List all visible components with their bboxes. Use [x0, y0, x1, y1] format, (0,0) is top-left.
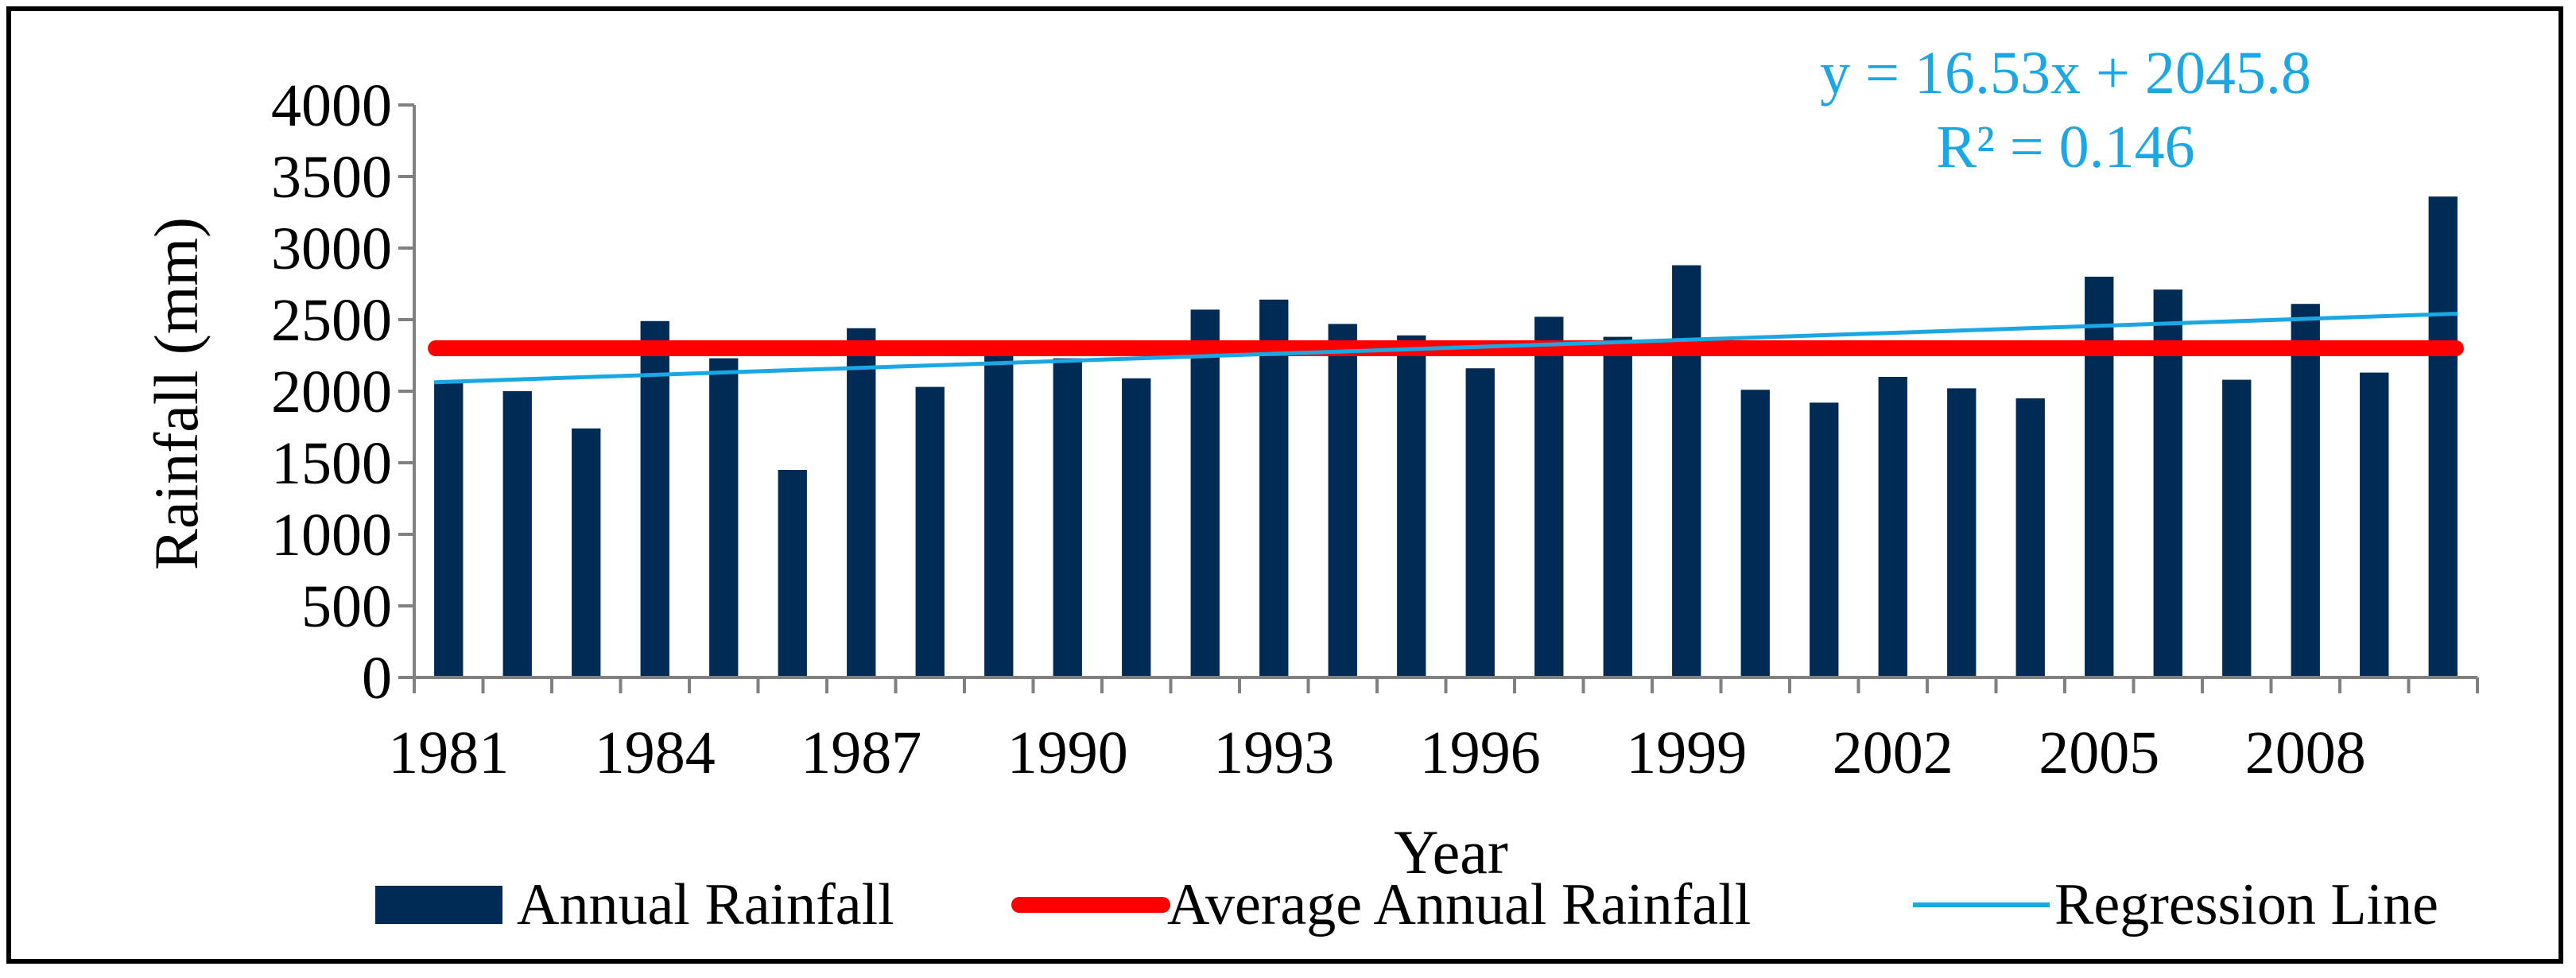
bar-2008 [2291, 304, 2320, 677]
bar-2002 [1878, 377, 1907, 677]
bar-1989 [984, 352, 1014, 677]
bar-2005 [2085, 277, 2114, 677]
bar-1990 [1053, 358, 1082, 677]
legend-label-regression-line: Regression Line [2054, 872, 2438, 937]
bar-2007 [2222, 379, 2252, 677]
legend: Annual Rainfall Average Annual Rainfall … [375, 872, 2438, 937]
x-tick-label-1981: 1981 [388, 720, 509, 786]
y-tick-label: 3500 [271, 144, 392, 211]
bar-1984 [640, 320, 669, 677]
bar-1998 [1603, 336, 1632, 677]
bar-1996 [1465, 368, 1495, 677]
regression-line [434, 311, 2458, 385]
y-axis-title: Rainfall (mm) [142, 217, 211, 570]
y-tick-label: 3000 [271, 215, 392, 282]
x-tick-label-2002: 2002 [1833, 720, 1953, 786]
bar-2009 [2360, 372, 2389, 677]
y-tick-label: 500 [301, 573, 392, 640]
bars-group [434, 196, 2458, 678]
bar-1988 [915, 386, 945, 677]
y-tick-label: 2000 [271, 359, 392, 425]
legend-label-annual-rainfall: Annual Rainfall [517, 872, 894, 937]
bar-1997 [1534, 316, 1564, 677]
bar-1987 [847, 328, 876, 677]
legend-swatch-annual-rainfall [375, 886, 502, 924]
bar-2000 [1740, 390, 1770, 677]
y-tick-label: 4000 [271, 72, 392, 139]
x-tick-label-2008: 2008 [2245, 720, 2366, 786]
x-tick-label-2005: 2005 [2039, 720, 2159, 786]
x-tick-label-1999: 1999 [1626, 720, 1747, 786]
bar-1985 [709, 358, 739, 677]
x-tick-label-1984: 1984 [595, 720, 716, 786]
bar-1999 [1672, 265, 1701, 678]
lines-group [428, 311, 2464, 385]
y-tick-label: 1000 [271, 502, 392, 569]
bar-1983 [572, 428, 601, 677]
y-tick-label: 0 [362, 645, 392, 712]
bar-1986 [778, 470, 807, 677]
y-tick-label: 2500 [271, 287, 392, 354]
x-tick-label-1996: 1996 [1420, 720, 1541, 786]
bar-2010 [2428, 196, 2458, 677]
bar-1993 [1259, 299, 1289, 677]
bar-1994 [1328, 324, 1357, 677]
bar-1995 [1397, 335, 1426, 677]
x-axis-title: Year [1394, 817, 1508, 887]
x-tick-label-1987: 1987 [801, 720, 921, 786]
bar-2003 [1947, 388, 1977, 677]
bar-2004 [2015, 398, 2045, 677]
bar-1991 [1122, 378, 1151, 677]
regression-equation: y = 16.53x + 2045.8 [1820, 40, 2311, 107]
bar-1981 [434, 381, 464, 677]
legend-label-average-annual-rainfall: Average Annual Rainfall [1167, 872, 1751, 937]
bar-1992 [1190, 309, 1220, 677]
bar-2001 [1810, 402, 1839, 677]
x-tick-label-1990: 1990 [1007, 720, 1128, 786]
regression-r-squared: R² = 0.146 [1936, 114, 2194, 180]
x-tick-label-1993: 1993 [1213, 720, 1334, 786]
y-tick-label: 1500 [271, 430, 392, 497]
bar-1982 [502, 391, 532, 677]
